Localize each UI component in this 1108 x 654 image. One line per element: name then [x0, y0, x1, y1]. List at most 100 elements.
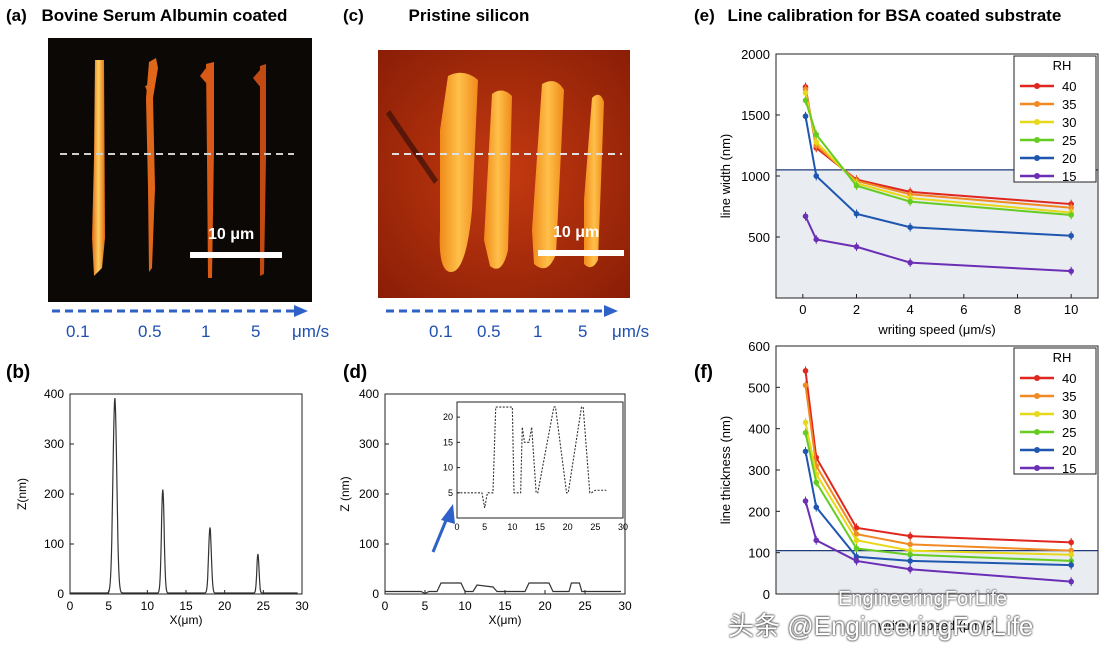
- x-tick-label: 30: [295, 599, 309, 613]
- scale-bar-c: [538, 250, 624, 256]
- data-point-rh-35: [802, 382, 809, 389]
- silicon-lines-graphic: [378, 50, 630, 298]
- data-point-rh-15: [813, 236, 820, 243]
- data-point-rh-15: [1068, 578, 1074, 585]
- speed-arrow-a: [52, 305, 308, 317]
- data-point-rh-40: [802, 368, 809, 374]
- speed-label-c-0: 0.1: [429, 322, 453, 341]
- scale-bar-a: [190, 252, 282, 258]
- panel-a-heading: Bovine Serum Albumin coated: [41, 6, 288, 25]
- data-point-rh-20: [1068, 562, 1074, 568]
- data-point-rh-15: [813, 537, 820, 544]
- legend-marker-rh-15: [1034, 465, 1040, 471]
- legend-label-rh-15: 15: [1062, 461, 1076, 476]
- y-tick-label: 300: [748, 463, 770, 478]
- y-tick-label: 300: [359, 437, 379, 451]
- data-point-rh-25: [802, 430, 809, 436]
- x-tick-label: 20: [538, 599, 552, 613]
- panel-c-letter: (c): [343, 6, 364, 25]
- data-point-rh-20: [853, 211, 860, 217]
- y-tick-label: 200: [44, 487, 64, 501]
- legend-marker-rh-20: [1034, 155, 1040, 161]
- legend-label-rh-40: 40: [1062, 79, 1076, 94]
- watermark: 头条 @EngineeringForLife: [728, 611, 1034, 641]
- data-point-rh-25: [1068, 212, 1074, 218]
- data-point-rh-20: [813, 504, 820, 510]
- speed-label-a-unit: μm/s: [292, 322, 330, 341]
- legend-label-rh-20: 20: [1062, 443, 1076, 458]
- speed-label-a-0: 0.1: [66, 322, 90, 341]
- inset-x-tick-label: 5: [482, 522, 487, 532]
- x-tick-label: 30: [618, 599, 632, 613]
- panel-f-letter: (f): [694, 362, 713, 383]
- y-axis-label: line thickness (nm): [718, 416, 733, 524]
- legend-marker-rh-15: [1034, 173, 1040, 179]
- data-point-rh-30: [802, 90, 809, 96]
- speed-label-a-2: 1: [201, 322, 211, 341]
- legend-marker-rh-35: [1034, 101, 1040, 107]
- y-tick-label: 600: [748, 340, 770, 354]
- bsa-microscopy-image: 10 μm: [48, 38, 312, 302]
- y-tick-label: 100: [44, 537, 64, 551]
- data-point-rh-35: [1068, 204, 1074, 211]
- x-tick-label: 5: [105, 599, 112, 613]
- data-point-rh-20: [813, 173, 820, 179]
- y-axis-label: Z(nm): [15, 478, 29, 510]
- panel-c-heading: Pristine silicon: [408, 6, 530, 25]
- y-tick-label: 200: [748, 504, 770, 519]
- speed-label-c-2: 1: [533, 322, 543, 341]
- y-tick-label: 100: [359, 537, 379, 551]
- legend-marker-rh-25: [1034, 429, 1040, 435]
- inset-x-tick-label: 15: [535, 522, 545, 532]
- inset-x-tick-label: 0: [454, 522, 459, 532]
- data-point-rh-15: [907, 566, 913, 572]
- data-point-rh-20: [802, 113, 809, 120]
- x-tick-label: 4: [907, 302, 914, 317]
- data-point-rh-40: [853, 525, 860, 531]
- x-tick-label: 25: [578, 599, 592, 613]
- x-axis-label: writing speed (μm/s): [877, 322, 995, 337]
- data-point-rh-15: [907, 259, 913, 266]
- x-tick-label: 10: [458, 599, 472, 613]
- legend-marker-rh-30: [1034, 411, 1040, 417]
- legend-label-rh-25: 25: [1062, 133, 1076, 148]
- legend-box: [1013, 347, 1097, 475]
- pristine-silicon-image: 10 μm: [378, 50, 630, 298]
- x-axis-label: X(μm): [170, 613, 203, 627]
- legend-marker-rh-40: [1034, 83, 1040, 89]
- speed-label-a-1: 0.5: [138, 322, 162, 341]
- speed-label-c-unit: μm/s: [612, 322, 650, 341]
- target-region-shading: [776, 550, 1098, 594]
- data-point-rh-30: [853, 537, 860, 544]
- x-axis-label: X(μm): [489, 613, 522, 627]
- data-point-rh-15: [853, 558, 860, 564]
- x-tick-label: 6: [960, 302, 967, 317]
- data-point-rh-35: [853, 531, 860, 537]
- x-tick-label: 0: [382, 599, 389, 613]
- speed-label-a-3: 5: [251, 322, 261, 341]
- x-tick-label: 20: [218, 599, 232, 613]
- y-tick-label: 400: [748, 422, 770, 437]
- data-point-rh-20: [907, 224, 913, 231]
- inset-frame: [456, 401, 624, 519]
- x-axis-label: writing speed (μm/s): [877, 618, 995, 633]
- data-point-rh-15: [802, 498, 809, 504]
- height-profile-line: [70, 397, 298, 594]
- legend-label-rh-35: 35: [1062, 389, 1076, 404]
- legend-marker-rh-35: [1034, 393, 1040, 399]
- panel-e-title: (e) Line calibration for BSA coated subs…: [694, 6, 1061, 26]
- y-tick-label: 1500: [741, 108, 770, 123]
- panel-c-title: (c) Pristine silicon: [343, 6, 529, 26]
- x-tick-label: 15: [498, 599, 512, 613]
- y-axis-label: line width (nm): [718, 134, 733, 219]
- y-tick-label: 400: [44, 387, 64, 401]
- panel-a-title: (a) Bovine Serum Albumin coated: [6, 6, 287, 26]
- inset-x-tick-label: 20: [563, 522, 573, 532]
- panel-b-letter: (b): [6, 362, 31, 383]
- scale-label-a: 10 μm: [208, 226, 255, 243]
- data-point-rh-25: [907, 198, 913, 205]
- y-tick-label: 400: [359, 387, 379, 401]
- y-axis-label: Z (nm): [338, 476, 352, 511]
